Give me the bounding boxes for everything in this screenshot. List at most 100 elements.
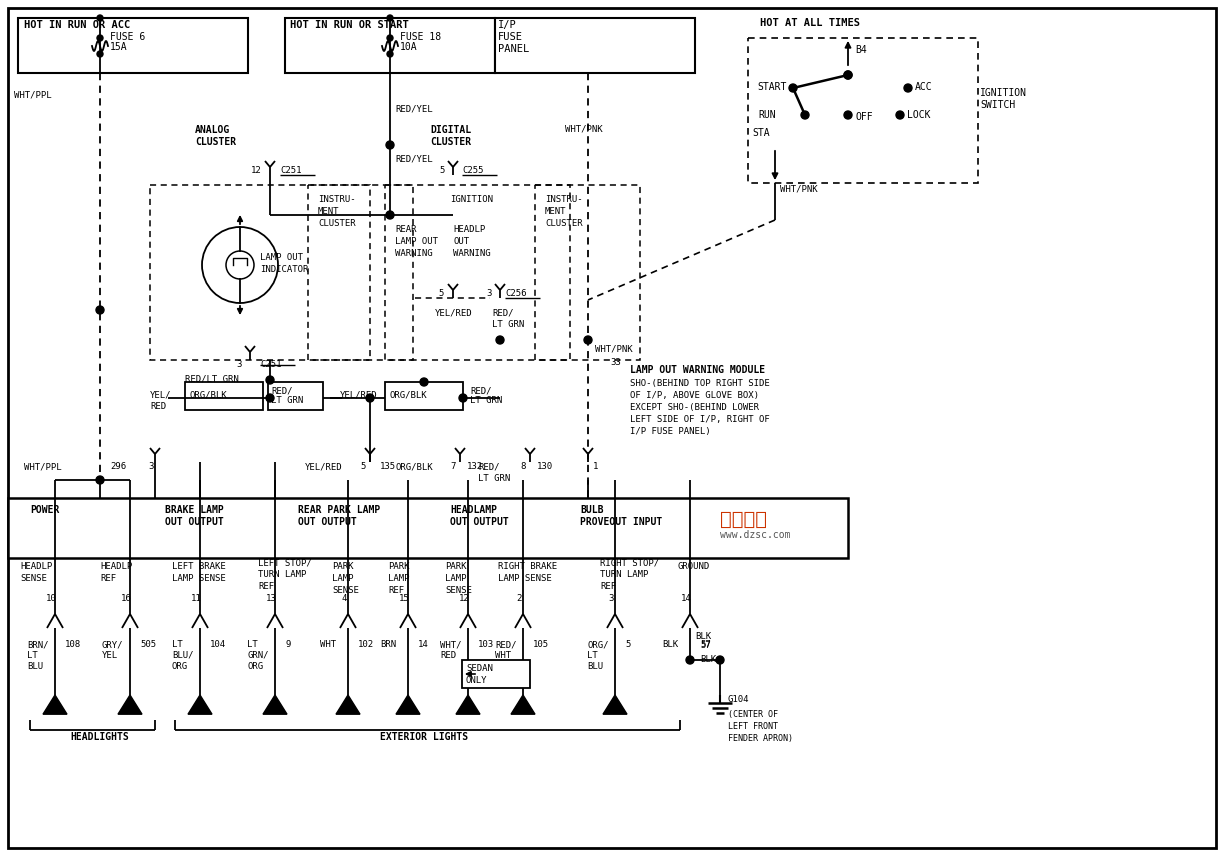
Circle shape — [95, 306, 104, 314]
Text: LAMP: LAMP — [388, 574, 410, 583]
Text: LT: LT — [588, 651, 597, 660]
Circle shape — [459, 394, 468, 402]
Text: (CENTER OF: (CENTER OF — [728, 710, 778, 719]
Text: REF: REF — [258, 582, 274, 591]
Text: FUSE 6: FUSE 6 — [110, 32, 146, 42]
Text: HOT AT ALL TIMES: HOT AT ALL TIMES — [760, 18, 860, 28]
Bar — [185, 382, 263, 410]
Bar — [268, 382, 323, 410]
Text: HEADLIGHTS: HEADLIGHTS — [70, 732, 129, 742]
Text: LAMP OUT: LAMP OUT — [395, 237, 438, 246]
Text: LT GRN: LT GRN — [271, 396, 304, 405]
Text: LAMP OUT WARNING MODULE: LAMP OUT WARNING MODULE — [630, 365, 765, 375]
Bar — [285, 18, 494, 73]
Polygon shape — [397, 695, 420, 714]
Text: TURN LAMP: TURN LAMP — [600, 570, 649, 579]
Polygon shape — [43, 695, 67, 714]
Bar — [461, 660, 530, 688]
Text: LT GRN: LT GRN — [479, 474, 510, 483]
Text: RED/: RED/ — [271, 386, 293, 395]
Text: 57: 57 — [700, 641, 711, 650]
Bar — [308, 185, 412, 360]
Circle shape — [845, 71, 852, 79]
Text: 13: 13 — [266, 594, 277, 603]
Text: WHT/PPL: WHT/PPL — [13, 90, 51, 99]
Text: RED/: RED/ — [494, 640, 517, 649]
Text: BULB: BULB — [580, 505, 603, 515]
Text: 102: 102 — [357, 640, 375, 649]
Circle shape — [896, 111, 905, 119]
Text: REF: REF — [388, 586, 404, 595]
Text: INSTRU-: INSTRU- — [545, 195, 583, 204]
Text: DIGITAL: DIGITAL — [430, 125, 471, 135]
Text: START: START — [756, 82, 786, 92]
Text: SWITCH: SWITCH — [980, 100, 1015, 110]
Text: 12: 12 — [459, 594, 469, 603]
Text: MENT: MENT — [318, 207, 339, 216]
Text: WARNING: WARNING — [395, 249, 432, 258]
Text: YEL/RED: YEL/RED — [305, 462, 343, 471]
Text: WARNING: WARNING — [453, 249, 491, 258]
Text: 11: 11 — [191, 594, 202, 603]
Text: GROUND: GROUND — [678, 562, 710, 571]
Bar — [494, 18, 695, 73]
Text: 3: 3 — [148, 462, 153, 471]
Text: LT: LT — [247, 640, 258, 649]
Text: 108: 108 — [65, 640, 81, 649]
Text: 4: 4 — [341, 594, 346, 603]
Text: HEADLP: HEADLP — [20, 562, 53, 571]
Text: RUN: RUN — [758, 110, 776, 120]
Circle shape — [800, 111, 809, 119]
Text: PARK: PARK — [446, 562, 466, 571]
Circle shape — [386, 211, 394, 219]
Text: ORG: ORG — [247, 662, 263, 671]
Text: BLU: BLU — [27, 662, 43, 671]
Text: IGNITION: IGNITION — [450, 195, 493, 204]
Text: FUSE: FUSE — [498, 32, 523, 42]
Text: ACC: ACC — [916, 82, 933, 92]
Circle shape — [97, 35, 103, 41]
Text: 132: 132 — [468, 462, 483, 471]
Text: 5: 5 — [438, 289, 444, 298]
Text: WHT: WHT — [494, 651, 512, 660]
Text: 5: 5 — [360, 462, 366, 471]
Text: 2: 2 — [517, 594, 521, 603]
Text: WHT/PPL: WHT/PPL — [24, 462, 61, 471]
Text: 14: 14 — [419, 640, 428, 649]
Text: 16: 16 — [121, 594, 131, 603]
Text: LEFT BRAKE: LEFT BRAKE — [173, 562, 225, 571]
Text: REF: REF — [100, 574, 116, 583]
Text: B4: B4 — [856, 45, 867, 55]
Text: PARK: PARK — [388, 562, 410, 571]
Text: 505: 505 — [140, 640, 157, 649]
Text: www.dzsc.com: www.dzsc.com — [720, 530, 791, 540]
Polygon shape — [263, 695, 286, 714]
Text: OUT: OUT — [453, 237, 469, 246]
Text: 维库一下: 维库一下 — [720, 510, 767, 529]
Text: LT: LT — [173, 640, 182, 649]
Text: G104: G104 — [728, 695, 749, 704]
Text: ANALOG: ANALOG — [195, 125, 230, 135]
Text: POWER: POWER — [31, 505, 60, 515]
Text: RED/YEL: RED/YEL — [395, 105, 432, 114]
Text: LAMP OUT: LAMP OUT — [259, 253, 304, 262]
Text: SEDAN: SEDAN — [466, 664, 493, 673]
Text: BRAKE LAMP: BRAKE LAMP — [165, 505, 224, 515]
Text: 103: 103 — [479, 640, 494, 649]
Text: YEL/RED: YEL/RED — [435, 308, 472, 317]
Text: WHT/PNK: WHT/PNK — [595, 345, 633, 354]
Text: 10A: 10A — [400, 42, 417, 52]
Circle shape — [387, 15, 393, 21]
Bar — [748, 38, 978, 183]
Text: 3: 3 — [487, 289, 492, 298]
Circle shape — [386, 141, 394, 149]
Text: LT GRN: LT GRN — [470, 396, 502, 405]
Text: RED: RED — [151, 402, 166, 411]
Text: RIGHT STOP/: RIGHT STOP/ — [600, 558, 660, 567]
Text: HOT IN RUN OR START: HOT IN RUN OR START — [290, 20, 409, 30]
Text: OUT OUTPUT: OUT OUTPUT — [297, 517, 356, 527]
Text: WHT/PNK: WHT/PNK — [780, 185, 818, 194]
Text: 3: 3 — [608, 594, 613, 603]
Text: CLUSTER: CLUSTER — [430, 137, 471, 147]
Polygon shape — [457, 695, 480, 714]
